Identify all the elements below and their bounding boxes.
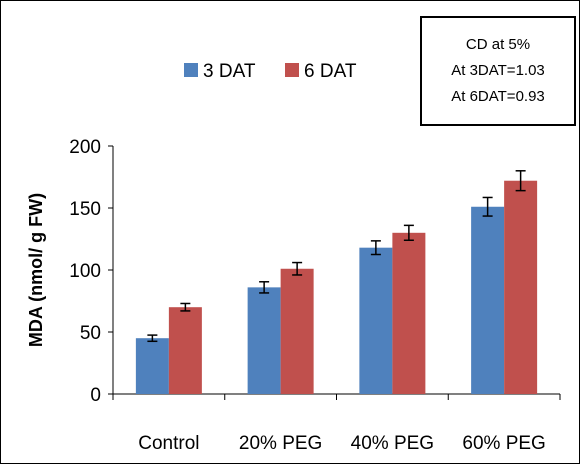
y-axis-label: MDA (nmol/ g FW) [26, 193, 46, 347]
y-tick-label: 50 [80, 323, 101, 344]
y-tick-label: 0 [90, 385, 101, 406]
bar-3dat [359, 247, 393, 394]
x-category-label: 20% PEG [239, 433, 322, 454]
bar-3dat [471, 206, 505, 394]
x-category-label: Control [138, 433, 199, 454]
annotation-line-6dat: At 6DAT=0.93 [451, 88, 545, 105]
bar-6dat [504, 180, 538, 394]
legend-swatch-6dat [285, 63, 299, 77]
legend-swatch-3dat [184, 63, 198, 77]
legend-label-3dat: 3 DAT [203, 61, 256, 82]
legend-label-6dat: 6 DAT [304, 61, 357, 82]
y-tick-label: 150 [69, 199, 101, 220]
annotation-line-3dat: At 3DAT=1.03 [451, 62, 545, 79]
x-category-label: 40% PEG [351, 433, 434, 454]
x-category-label: 60% PEG [462, 433, 545, 454]
plot-area: 0 50 100 150 200 Control 20% PEG 40% PEG 60% PEG [69, 137, 561, 454]
cd-annotation-box: CD at 5% At 3DAT=1.03 At 6DAT=0.93 [420, 16, 576, 126]
bar-6dat [280, 268, 314, 394]
y-tick-label: 100 [69, 261, 101, 282]
y-tick-label: 200 [69, 137, 101, 158]
annotation-line-cd: CD at 5% [465, 36, 531, 53]
bar-3dat [135, 338, 169, 394]
bar-3dat [247, 287, 281, 394]
bar-6dat [168, 307, 202, 394]
bar-6dat [392, 232, 426, 394]
legend: 3 DAT 6 DAT [184, 61, 357, 82]
